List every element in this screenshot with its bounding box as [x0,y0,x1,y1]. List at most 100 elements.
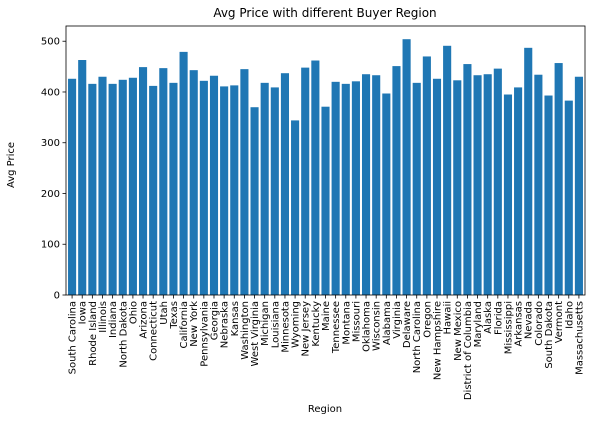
x-tick-label: Kansas [230,301,241,336]
bar [108,83,117,295]
x-tick-label: Oregon [422,301,433,338]
bar [270,87,279,295]
bar [209,75,219,296]
bar [250,107,259,296]
x-tick-label: Rhode Island [88,301,99,366]
bar [169,82,178,295]
y-tick-label: 0 [54,291,60,302]
bar [98,76,107,295]
bar [443,45,452,295]
bar [412,82,421,295]
bar [351,81,360,295]
x-tick-label: Florida [493,301,504,335]
x-tick-label: Louisiana [270,301,281,348]
y-axis: 0 100 200 300 400 500 [41,37,66,302]
bar [311,60,320,296]
x-tick-label: Maine [321,301,332,331]
bar [321,106,330,295]
x-tick-label: New Hampshire [433,301,444,380]
bar [372,75,381,295]
x-tick-label: Mississippi [503,301,514,354]
bar [564,100,573,295]
x-tick-label: Michigan [260,301,271,346]
x-axis-label: Region [308,404,342,415]
x-tick-label: North Carolina [412,301,423,373]
bar [260,82,269,295]
y-tick-label: 300 [41,138,60,149]
x-tick-label: North Dakota [118,301,129,368]
bar [361,74,371,295]
plot-frame [65,25,586,296]
x-tick-label: Utah [159,301,170,325]
x-tick-label: New York [189,301,200,347]
bar [240,69,249,295]
x-tick-label: Indiana [108,301,119,338]
x-tick-label: Washington [240,301,251,360]
x-tick-label: Idaho [564,301,575,329]
bar [128,77,137,296]
x-tick-label: Connecticut [149,301,160,361]
bar [159,68,168,295]
bar [78,60,87,296]
bar [138,67,148,295]
x-tick-label: Nebraska [220,301,231,348]
bar [331,81,340,295]
bars-group [68,39,583,296]
x-tick-label: Arizona [139,301,150,339]
bar [230,85,239,295]
x-tick-label: Wisconsin [372,301,383,351]
bar [463,64,472,295]
x-tick-label: Virginia [392,301,403,339]
x-tick-label: Colorado [534,301,545,346]
bar [341,83,350,295]
bar [503,94,513,296]
x-tick-label: Vermont [554,301,565,343]
bar [422,56,431,296]
x-tick-label: Arkansas [514,301,525,347]
x-tick-label: Delaware [402,301,413,348]
x-tick-label: South Dakota [544,301,555,369]
bar [149,85,158,295]
x-tick-label: Tennessee [331,301,342,354]
bar [453,80,462,295]
y-tick-label: 400 [41,87,60,98]
x-tick-label: West Virginia [250,301,261,366]
bar [402,39,411,296]
x-tick-label: California [179,301,190,349]
bar [574,76,583,295]
x-axis: South Carolina Iowa Rhode Island Illinois In… [68,295,585,400]
bar [220,86,229,296]
bar [392,66,401,295]
bar [382,93,391,295]
bar [291,120,300,296]
x-tick-label: Pennsylvania [199,301,210,367]
bar [554,63,563,295]
bar [68,78,77,295]
chart-title: Avg Price with different Buyer Region [213,6,436,20]
x-tick-label: Iowa [78,301,89,324]
bar [432,78,442,295]
x-tick-label: District of Columbia [463,301,474,400]
y-tick-label: 200 [41,189,60,200]
bar [189,70,198,295]
x-tick-label: Massachusetts [574,301,585,375]
bar [280,73,290,295]
x-tick-label: Missouri [351,301,362,342]
y-tick-label: 100 [41,240,60,251]
x-tick-label: Kentucky [311,301,322,347]
bar [524,47,533,295]
x-tick-label: Illinois [98,301,109,333]
x-tick-label: Oklahoma [362,301,373,352]
x-tick-label: Hawaii [443,301,454,335]
bar [118,79,127,295]
x-tick-label: Wyoming [291,301,302,348]
x-tick-label: Alaska [483,301,494,334]
x-tick-label: Ohio [128,301,139,324]
x-tick-label: Minnesota [280,301,291,353]
bar [199,80,208,295]
bar [473,75,482,295]
y-axis-label: Avg Price [6,142,17,188]
x-tick-label: Maryland [473,301,484,347]
